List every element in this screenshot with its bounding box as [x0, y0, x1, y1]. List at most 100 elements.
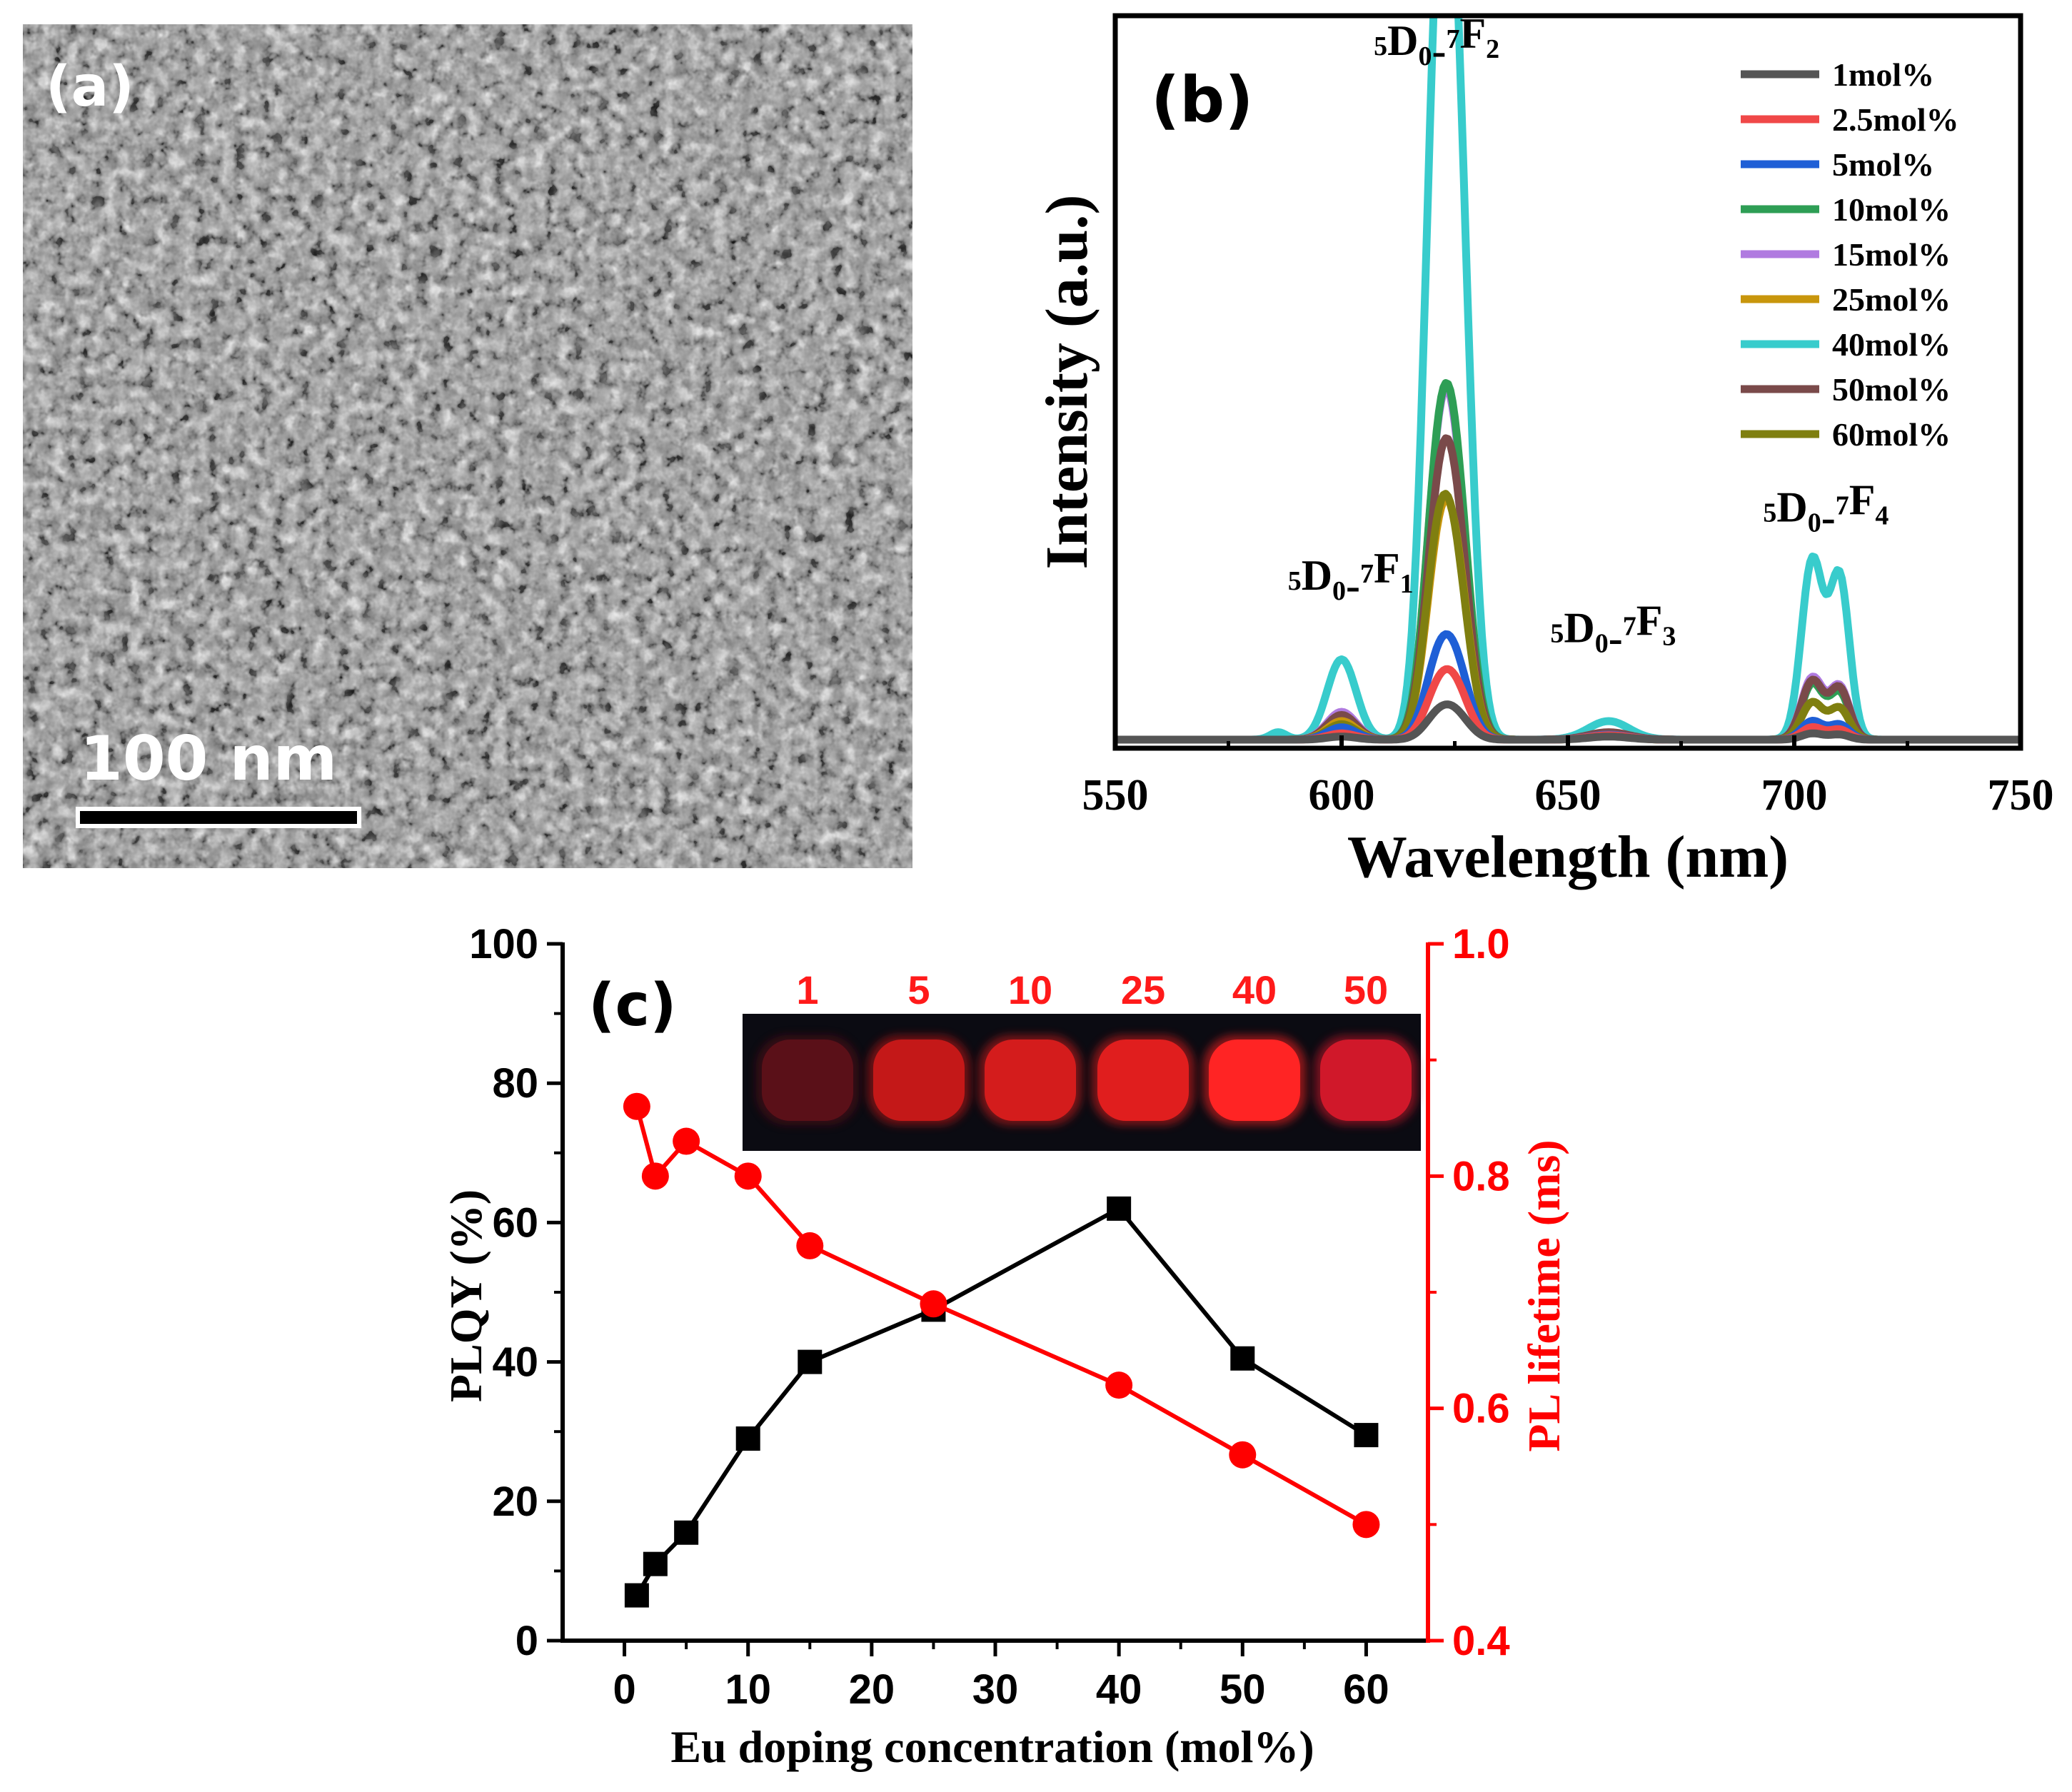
- scale-bar-fill: [80, 811, 357, 824]
- sample-spot: [873, 1040, 965, 1121]
- plqy-point: [1107, 1196, 1132, 1221]
- plqy-point: [674, 1520, 699, 1545]
- c-inset-photo: 1 5 10 25 40 50: [743, 967, 1421, 1151]
- b-legend: 1mol% 2.5mol% 5mol% 10mol% 15mol% 25mol% 40mol…: [1741, 56, 1959, 453]
- b-x-axis-label: Wavelength (nm): [1347, 824, 1789, 890]
- legend-label: 25mol%: [1832, 281, 1951, 318]
- b-y-axis-label: Intensity (a.u.): [1034, 194, 1100, 569]
- c-left-tick-label: 80: [492, 1060, 538, 1107]
- scale-bar-label: 100 nm: [80, 723, 337, 795]
- legend-label: 10mol%: [1832, 191, 1951, 228]
- peak-annotation: 5D0-7F4: [1763, 477, 1889, 541]
- annotation-part: F: [1374, 545, 1400, 592]
- lifetime-point: [1105, 1371, 1133, 1399]
- lifetime-point: [623, 1092, 650, 1120]
- annotation-part: 1: [1400, 569, 1414, 599]
- inset-sample-label: 5: [907, 967, 930, 1012]
- c-x-tick-label: 10: [725, 1666, 771, 1713]
- inset-sample-label: 50: [1344, 967, 1388, 1012]
- annotation-part: 5: [1763, 498, 1776, 528]
- b-x-tick-label: 700: [1761, 771, 1828, 820]
- inset-sample-label: 1: [796, 967, 818, 1012]
- c-data: [623, 1092, 1380, 1608]
- annotation-part: 5: [1550, 618, 1564, 648]
- panel-b: 550 600 650 700 750 5D0-7F15D0-7F25D0-7F35D0…: [1034, 10, 2054, 890]
- legend-label: 40mol%: [1832, 326, 1951, 363]
- c-left-tick-label: 100: [469, 921, 538, 967]
- panel-a-label: (a): [46, 55, 134, 119]
- legend-label: 60mol%: [1832, 416, 1951, 453]
- c-x-tick-label: 30: [972, 1666, 1019, 1713]
- lifetime-point: [673, 1127, 700, 1155]
- sample-spot: [1320, 1040, 1412, 1121]
- c-x-tick-label: 20: [849, 1666, 895, 1713]
- annotation-part: 0: [1808, 508, 1821, 538]
- c-x-tick-label: 50: [1219, 1666, 1266, 1713]
- annotation-part: 3: [1662, 621, 1676, 651]
- spectrum-line-50mol: [1115, 434, 2021, 744]
- c-x-axis-label: Eu doping concentration (mol%): [670, 1721, 1314, 1772]
- b-x-tick-label: 750: [1988, 771, 2054, 820]
- annotation-part: F: [1849, 477, 1876, 524]
- annotation-part: 5: [1288, 566, 1302, 596]
- annotation-part: F: [1459, 10, 1486, 57]
- inset-sample-label: 40: [1232, 967, 1277, 1012]
- annotation-part: 7: [1623, 611, 1636, 641]
- c-series-line-0: [635, 1206, 1367, 1597]
- c-left-tick-label: 20: [492, 1479, 538, 1525]
- b-x-ticks: 550 600 650 700 750: [1082, 735, 2054, 820]
- plqy-point: [624, 1583, 649, 1608]
- c-left-tick-label: 0: [516, 1618, 538, 1664]
- annotation-part: -: [1346, 562, 1360, 609]
- c-right-axis-label: PL lifetime (ms): [1519, 1139, 1569, 1451]
- c-left-axis-label: PLQY (%): [441, 1189, 491, 1402]
- plqy-point: [735, 1426, 760, 1451]
- c-right-tick-label: 0.4: [1452, 1618, 1510, 1664]
- peak-annotation: 5D0-7F3: [1550, 597, 1676, 661]
- lifetime-point: [920, 1290, 947, 1318]
- c-x-tick-label: 0: [613, 1666, 635, 1713]
- lifetime-point: [796, 1232, 824, 1259]
- annotation-part: 5: [1374, 31, 1387, 61]
- peak-annotation: 5D0-7F2: [1374, 10, 1499, 74]
- b-x-tick-label: 650: [1535, 771, 1601, 820]
- c-x-tick-label: 40: [1096, 1666, 1142, 1713]
- peak-annotation: 5D0-7F1: [1288, 545, 1414, 609]
- c-right-tick-label: 0.8: [1452, 1153, 1510, 1199]
- annotation-part: -: [1821, 494, 1836, 541]
- legend-label: 2.5mol%: [1832, 101, 1959, 138]
- inset-sample-label: 10: [1008, 967, 1052, 1012]
- panel-c: 0 20 40 60 80 100 0.4 0.6 0.8 1.0 0 10 20 30 40 50 60 1 5…: [441, 921, 1569, 1772]
- annotation-part: F: [1636, 597, 1663, 644]
- annotation-part: 7: [1446, 24, 1459, 54]
- lifetime-point: [734, 1162, 762, 1190]
- annotation-part: 4: [1875, 501, 1889, 531]
- sample-spot: [985, 1040, 1076, 1121]
- plqy-point: [798, 1349, 823, 1374]
- annotation-part: D: [1302, 552, 1332, 599]
- plqy-point: [1230, 1346, 1255, 1371]
- lifetime-point: [1229, 1441, 1257, 1469]
- annotation-part: 0: [1332, 576, 1346, 606]
- sample-spot: [1097, 1040, 1189, 1121]
- annotation-part: D: [1564, 604, 1594, 651]
- panel-c-label: (c): [588, 972, 677, 1040]
- c-right-tick-label: 0.6: [1452, 1386, 1510, 1432]
- c-right-tick-label: 1.0: [1452, 921, 1510, 967]
- legend-label: 5mol%: [1832, 146, 1934, 183]
- c-left-tick-label: 40: [492, 1339, 538, 1386]
- plqy-point: [1354, 1423, 1379, 1448]
- b-x-tick-label: 600: [1309, 771, 1375, 820]
- legend-label: 50mol%: [1832, 371, 1951, 408]
- annotation-part: 7: [1360, 559, 1374, 589]
- sample-spot: [1209, 1040, 1300, 1121]
- plqy-point: [643, 1551, 668, 1576]
- c-x-tick-label: 60: [1343, 1666, 1389, 1713]
- tem-texture: [23, 24, 912, 868]
- inset-sample-label: 25: [1121, 967, 1165, 1012]
- c-left-tick-label: 60: [492, 1199, 538, 1246]
- b-x-tick-label: 550: [1082, 771, 1149, 820]
- c-axes: 0 20 40 60 80 100 0.4 0.6 0.8 1.0 0 10 20 30 40 50 60: [469, 921, 1509, 1713]
